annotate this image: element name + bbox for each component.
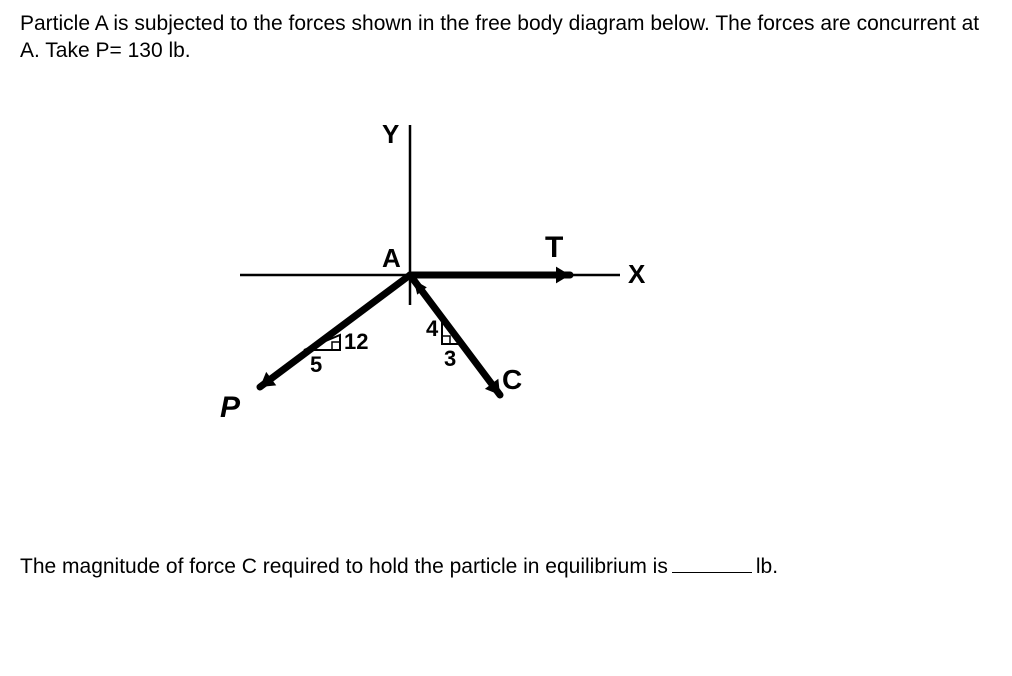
force-p-right-angle [332, 342, 340, 350]
diagram-svg: Y X A T 12 5 P 43 C [160, 105, 740, 525]
answer-prompt: The magnitude of force C required to hol… [20, 555, 668, 579]
force-c-right-angle [442, 336, 450, 344]
x-axis-label: X [628, 259, 646, 289]
force-t-label: T [545, 231, 563, 264]
force-p-slope-label-5: 5 [310, 352, 322, 377]
origin-label: A [382, 243, 401, 273]
free-body-diagram: Y X A T 12 5 P 43 C [160, 105, 740, 525]
force-t-arrow [556, 266, 570, 283]
answer-prompt-line: The magnitude of force C required to hol… [20, 555, 992, 579]
force-c-slope-label-4: 4 [426, 316, 439, 341]
force-c-slope-triangle [442, 320, 460, 344]
force-p-slope-label-12: 12 [344, 329, 368, 354]
force-p-label: P [220, 391, 241, 424]
force-c-label: C [502, 364, 522, 395]
force-c-slope-label-3: 3 [444, 346, 456, 371]
answer-unit: lb. [756, 555, 778, 579]
force-p-vector [260, 275, 410, 387]
force-c-vector [410, 275, 500, 395]
answer-blank[interactable] [672, 572, 752, 573]
problem-statement: Particle A is subjected to the forces sh… [20, 10, 992, 65]
y-axis-label: Y [382, 119, 399, 149]
